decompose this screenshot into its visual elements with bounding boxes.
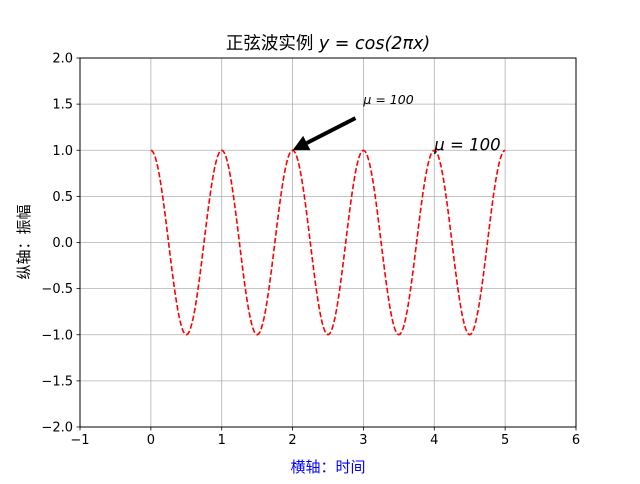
y-tick-label: 0.0 [52,236,73,251]
annotation-label: μ = 100 [362,92,413,107]
annotation-arrow-shaft [305,116,357,145]
x-tick-label: 4 [430,433,438,448]
chart-title-prefix: 正弦波实例 [226,34,319,54]
y-tick-label: −2.0 [41,421,73,436]
x-tick-label: 3 [359,433,367,448]
x-tick-label: −1 [70,433,89,448]
y-tick-label: 1.0 [52,144,73,159]
x-tick-label: 1 [218,433,226,448]
x-axis: −1 0 1 2 3 4 5 6 [70,427,580,448]
x-tick-label: 5 [501,433,509,448]
y-tick-label: −0.5 [41,282,73,297]
y-axis-label: 纵轴：振幅 [15,204,33,279]
x-tick-label: 2 [288,433,296,448]
y-tick-label: −1.0 [41,328,73,343]
series-line [150,149,506,336]
annotation-arrow-head [292,135,311,151]
y-axis: −2.0 −1.5 −1.0 −0.5 0.0 0.5 1.0 1.5 2.0 [41,52,80,436]
y-tick-label: 0.5 [52,190,73,205]
annotation-label: μ = 100 [433,135,500,154]
x-tick-label: 6 [572,433,580,448]
chart-title-expression: y = cos(2πx) [318,34,430,54]
annotations: μ = 100 μ = 100 [292,92,501,154]
x-tick-label: 0 [147,433,155,448]
chart-title: 正弦波实例 y = cos(2πx) [226,34,430,54]
y-tick-label: 1.5 [52,98,73,113]
y-tick-label: 2.0 [52,52,73,67]
x-axis-label: 横轴：时间 [290,458,365,476]
series-layer [150,149,506,336]
y-tick-label: −1.5 [41,374,73,389]
